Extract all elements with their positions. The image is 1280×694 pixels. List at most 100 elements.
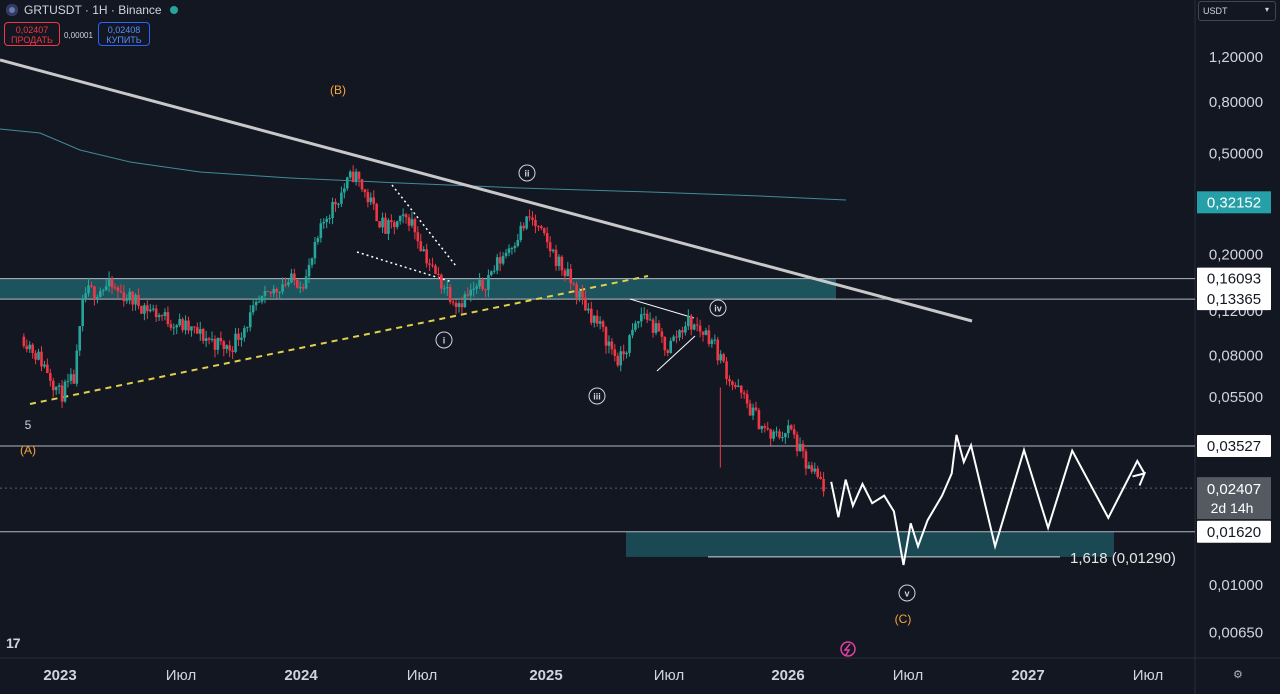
sell-button[interactable]: 0,02407 ПРОДАТЬ <box>4 22 60 46</box>
subwave-circle <box>709 299 727 317</box>
candle-body <box>337 203 340 205</box>
candle-body <box>519 225 523 241</box>
candle-body <box>84 293 87 300</box>
candle-body <box>128 291 131 301</box>
candle-body <box>246 327 249 329</box>
candle-body <box>369 197 373 203</box>
y-tick-label: 0,80000 <box>1209 94 1263 111</box>
candle-body <box>722 354 725 362</box>
candle-body <box>440 274 443 289</box>
candle-body <box>254 301 258 306</box>
symbol-header[interactable]: GRTUSDT · 1H · Binance <box>6 3 178 17</box>
candle-body <box>472 288 476 290</box>
candle-body <box>222 341 226 350</box>
subwave-circle <box>898 584 916 602</box>
candle-body <box>775 431 778 433</box>
candle-body <box>466 294 470 296</box>
candle-body <box>90 285 93 287</box>
candle-body <box>598 321 602 324</box>
candle-body <box>316 237 320 242</box>
candle-body <box>795 434 799 452</box>
x-tick-label: Июл <box>893 667 923 684</box>
candle-body <box>784 433 787 438</box>
candle-body <box>31 344 34 354</box>
currency-selector[interactable]: USDT ▾ <box>1198 1 1276 21</box>
y-tick-label: 0,05500 <box>1209 389 1263 406</box>
candle-body <box>22 336 26 346</box>
candle-body <box>313 241 317 259</box>
candle-body <box>634 323 637 330</box>
candle-body <box>710 340 714 345</box>
candle-body <box>237 333 240 340</box>
candle-body <box>754 407 758 411</box>
candle-body <box>331 201 334 218</box>
candle-body <box>769 429 772 439</box>
candle-body <box>110 278 114 288</box>
y-tick-label: 0,50000 <box>1209 146 1263 163</box>
subwave-label: iv <box>714 304 722 314</box>
candle-body <box>181 319 184 331</box>
buy-button[interactable]: 0,02408 КУПИТЬ <box>98 22 150 46</box>
candle-body <box>113 287 117 289</box>
candle-body <box>687 315 690 327</box>
chevron-down-icon: ▾ <box>1264 5 1269 14</box>
candle-body <box>563 270 567 277</box>
candle-body <box>492 270 496 272</box>
candle-body <box>663 336 667 351</box>
candle-body <box>572 283 575 285</box>
candle-body <box>789 425 793 430</box>
candle-body <box>160 315 164 317</box>
candle-body <box>522 225 525 229</box>
x-tick-label: 2026 <box>771 667 804 684</box>
candle-body <box>154 308 158 318</box>
projection-path <box>830 434 1146 566</box>
candle-body <box>716 339 720 361</box>
candle-body <box>131 291 134 305</box>
candle-body <box>672 336 675 341</box>
candle-body <box>293 273 296 281</box>
candle-body <box>328 217 331 219</box>
candle-body <box>378 221 381 228</box>
candle-body <box>692 324 696 330</box>
candle-body <box>639 314 643 322</box>
candle-body <box>442 288 446 290</box>
buy-label: КУПИТЬ <box>106 35 142 45</box>
candle-body <box>707 330 711 345</box>
candle-body <box>116 287 120 292</box>
candle-body <box>322 221 326 224</box>
candle-body <box>792 429 796 435</box>
price-level-badge-label: 0,13365 <box>1207 291 1261 308</box>
candle-body <box>137 294 140 306</box>
flash-alert-icon-glyph <box>843 643 851 656</box>
tradingview-logo-icon[interactable]: 17 <box>6 635 21 651</box>
candle-body <box>275 288 279 293</box>
candle-body <box>351 171 355 183</box>
candle-body <box>742 392 746 395</box>
candle-body <box>43 364 46 367</box>
candle-body <box>240 337 243 340</box>
candle-body <box>540 226 543 229</box>
countdown-label: 2d 14h <box>1211 500 1254 516</box>
candle-body <box>542 228 546 234</box>
candle-body <box>490 271 493 276</box>
subwave-circle <box>435 331 453 349</box>
candle-body <box>507 248 511 253</box>
candle-body <box>431 264 434 266</box>
candle-body <box>487 275 490 290</box>
candle-body <box>798 443 802 452</box>
candle-body <box>587 308 590 311</box>
symbol-title: GRTUSDT · 1H · Binance <box>24 3 162 17</box>
candle-body <box>816 468 820 477</box>
candle-body <box>196 327 199 334</box>
candle-body <box>172 327 176 329</box>
price-level-badge-label: 0,16093 <box>1207 271 1261 288</box>
candle-body <box>813 468 817 472</box>
candle-body <box>604 327 608 346</box>
candle-body <box>281 284 284 292</box>
price-axis <box>1195 0 1280 694</box>
candle-body <box>57 385 61 387</box>
candle-body <box>360 179 364 190</box>
settings-icon[interactable]: ⚙ <box>1233 669 1243 681</box>
candle-body <box>463 294 467 308</box>
